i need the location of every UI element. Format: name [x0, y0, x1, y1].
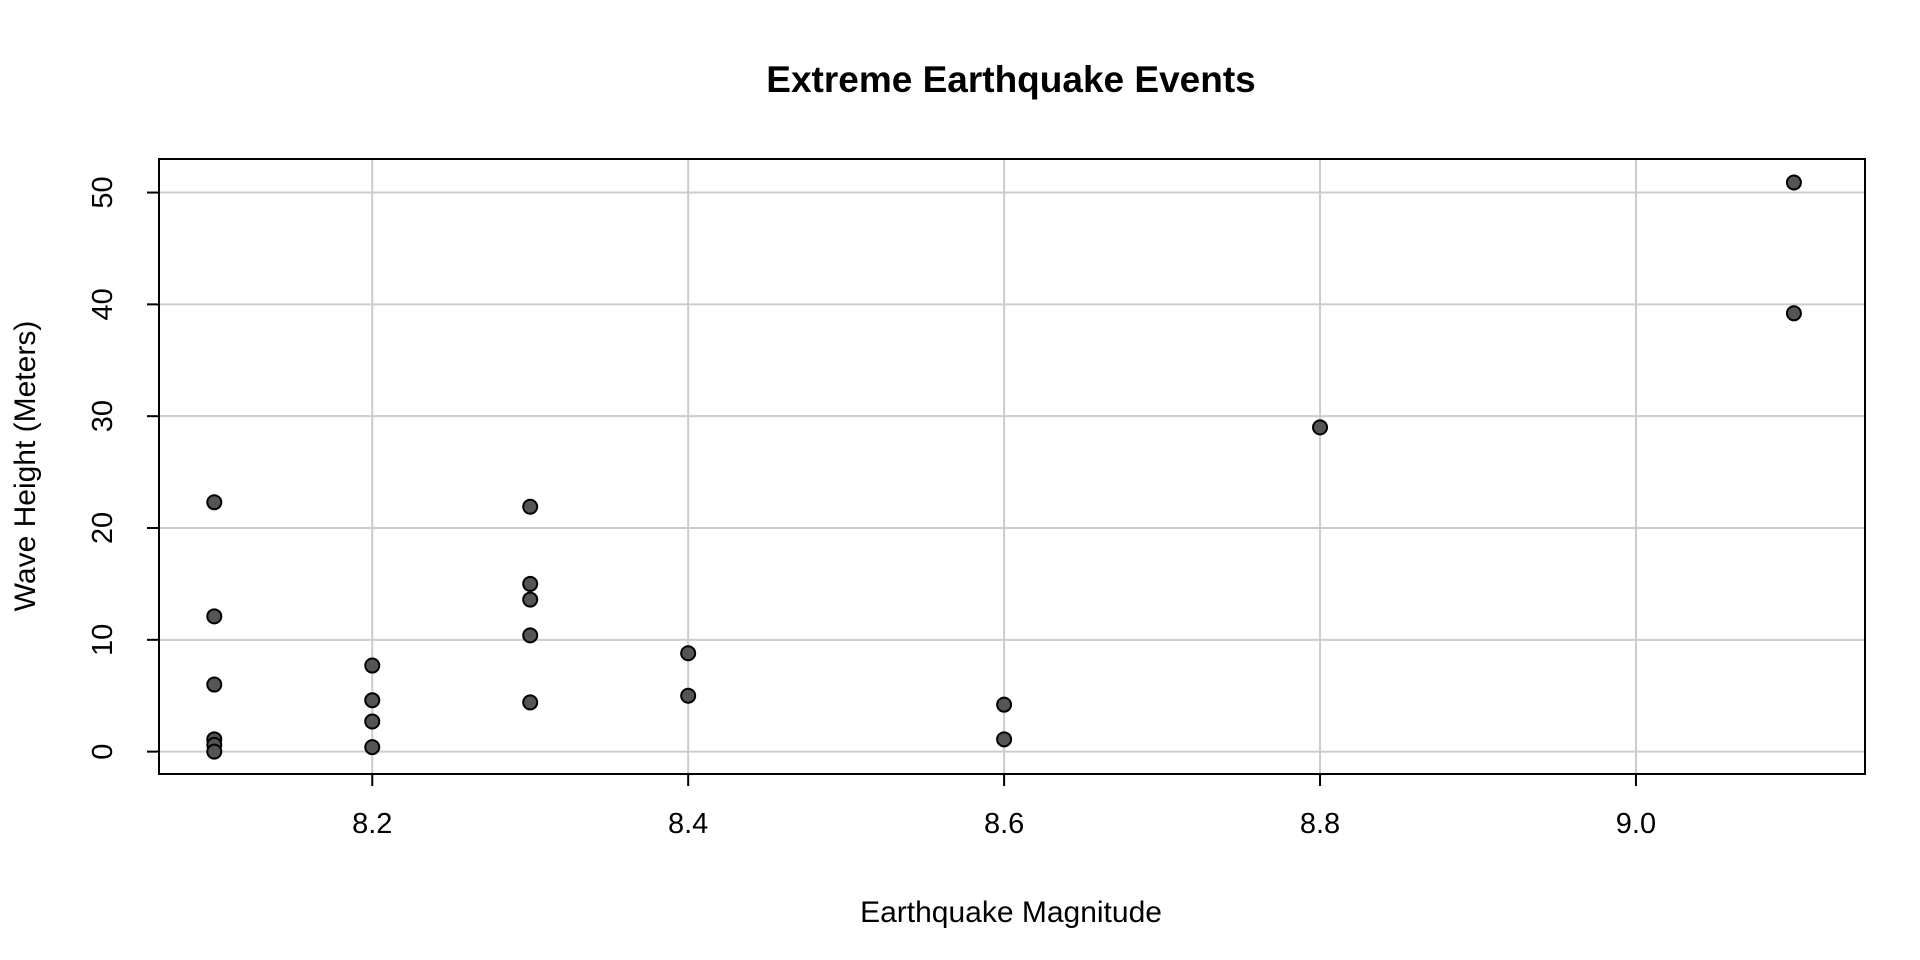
x-axis-label: Earthquake Magnitude	[860, 896, 1162, 929]
data-point	[680, 645, 697, 662]
data-point	[206, 608, 223, 625]
y-axis: 0 10 20 30 40 50	[87, 176, 159, 760]
y-tick-label: 20	[87, 512, 119, 544]
y-tick-label: 30	[87, 400, 119, 432]
data-point	[522, 575, 539, 592]
data-point	[522, 498, 539, 515]
x-tick-label: 8.6	[984, 808, 1024, 840]
chart-title: Extreme Earthquake Events	[766, 59, 1255, 100]
y-tick-label: 40	[87, 288, 119, 320]
x-tick-label: 9.0	[1616, 808, 1656, 840]
data-point	[1785, 174, 1802, 191]
data-point	[1312, 419, 1329, 436]
data-point	[522, 694, 539, 711]
data-point	[1785, 305, 1802, 322]
data-point	[206, 494, 223, 511]
x-tick-label: 8.8	[1300, 808, 1340, 840]
x-axis: 8.2 8.4 8.6 8.8 9.0	[352, 774, 1656, 840]
plot-area-frame	[158, 158, 1866, 775]
data-point	[522, 627, 539, 644]
y-axis-label: Wave Height (Meters)	[9, 321, 42, 612]
data-point	[996, 731, 1013, 748]
data-point	[522, 591, 539, 608]
y-tick-label: 0	[87, 744, 119, 760]
x-tick-label: 8.4	[668, 808, 708, 840]
data-point	[680, 687, 697, 704]
data-point	[206, 743, 223, 760]
data-point	[364, 713, 381, 730]
data-points	[206, 174, 1802, 760]
grid	[159, 159, 1865, 774]
data-point	[206, 676, 223, 693]
x-tick-label: 8.2	[352, 808, 392, 840]
data-point	[364, 739, 381, 756]
data-point	[364, 692, 381, 709]
y-tick-label: 50	[87, 176, 119, 208]
data-point	[364, 657, 381, 674]
y-tick-label: 10	[87, 624, 119, 656]
data-point	[996, 696, 1013, 713]
